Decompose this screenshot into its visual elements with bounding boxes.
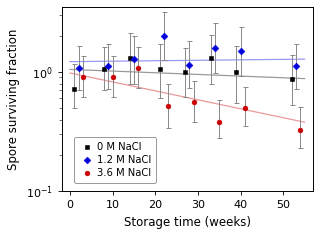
1.2 M NaCl bbox=[212, 46, 218, 50]
1.2 M NaCl bbox=[76, 66, 81, 70]
3.6 M NaCl bbox=[136, 66, 141, 70]
3.6 M NaCl bbox=[217, 120, 222, 124]
0 M NaCl bbox=[183, 70, 188, 74]
1.2 M NaCl bbox=[293, 64, 299, 68]
X-axis label: Storage time (weeks): Storage time (weeks) bbox=[124, 216, 251, 229]
0 M NaCl bbox=[157, 67, 162, 71]
3.6 M NaCl bbox=[165, 104, 171, 108]
0 M NaCl bbox=[289, 77, 294, 80]
3.6 M NaCl bbox=[110, 76, 115, 79]
3.6 M NaCl bbox=[242, 106, 247, 110]
1.2 M NaCl bbox=[238, 49, 243, 53]
3.6 M NaCl bbox=[298, 128, 303, 131]
3.6 M NaCl bbox=[80, 76, 85, 79]
1.2 M NaCl bbox=[161, 34, 166, 38]
0 M NaCl bbox=[234, 70, 239, 74]
0 M NaCl bbox=[127, 56, 132, 59]
1.2 M NaCl bbox=[106, 64, 111, 68]
3.6 M NaCl bbox=[191, 100, 196, 104]
1.2 M NaCl bbox=[132, 57, 137, 61]
Y-axis label: Spore surviving fraction: Spore surviving fraction bbox=[7, 29, 20, 170]
0 M NaCl bbox=[72, 87, 77, 91]
0 M NaCl bbox=[102, 67, 107, 71]
Legend: 0 M NaCl, 1.2 M NaCl, 3.6 M NaCl: 0 M NaCl, 1.2 M NaCl, 3.6 M NaCl bbox=[74, 137, 156, 183]
0 M NaCl bbox=[208, 56, 213, 60]
1.2 M NaCl bbox=[187, 63, 192, 67]
